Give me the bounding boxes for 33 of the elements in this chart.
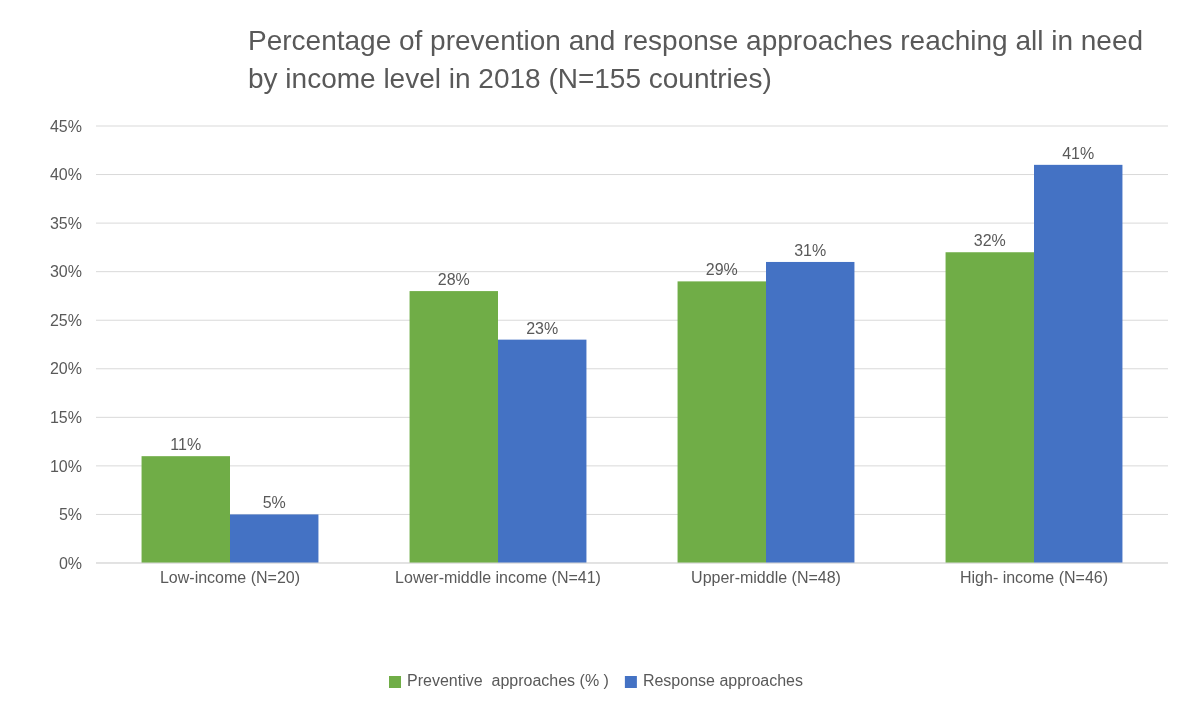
y-tick-label: 0% bbox=[58, 554, 82, 572]
bar bbox=[230, 514, 319, 563]
bar bbox=[766, 261, 855, 563]
bar bbox=[498, 339, 587, 563]
y-tick-label: 20% bbox=[49, 360, 82, 378]
data-label: 32% bbox=[973, 232, 1006, 250]
y-tick-label: 5% bbox=[58, 506, 82, 524]
data-label: 23% bbox=[526, 319, 559, 337]
bar bbox=[1034, 164, 1123, 563]
x-tick-label: High- income (N=46) bbox=[959, 569, 1109, 586]
chart-title: Percentage of prevention and response approaches reaching all in need by income level in 2018 (N=155 countries) bbox=[248, 25, 1144, 94]
y-tick-label: 10% bbox=[49, 457, 82, 475]
y-tick-label: 35% bbox=[49, 214, 82, 232]
x-tick-label: Upper-middle (N=48) bbox=[691, 569, 841, 586]
legend-label: Preventive approaches (% ) bbox=[407, 672, 609, 689]
bar bbox=[945, 252, 1034, 563]
bar bbox=[141, 456, 230, 563]
x-tick-label: Low-income (N=20) bbox=[159, 569, 301, 586]
y-tick-label: 15% bbox=[49, 408, 82, 426]
y-tick-label: 25% bbox=[49, 311, 82, 329]
data-label: 29% bbox=[705, 261, 738, 279]
y-tick-label: 30% bbox=[49, 263, 82, 281]
data-label: 41% bbox=[1062, 144, 1095, 162]
legend-label: Response approaches bbox=[642, 672, 803, 689]
y-tick-label: 40% bbox=[49, 166, 82, 184]
bar bbox=[409, 291, 498, 563]
data-label: 5% bbox=[262, 494, 286, 512]
data-label: 31% bbox=[794, 241, 827, 259]
data-label: 11% bbox=[170, 436, 202, 454]
y-tick-label: 45% bbox=[49, 117, 82, 135]
x-tick-label: Lower-middle income (N=41) bbox=[395, 569, 601, 586]
bar bbox=[677, 281, 766, 563]
data-label: 28% bbox=[437, 271, 470, 289]
